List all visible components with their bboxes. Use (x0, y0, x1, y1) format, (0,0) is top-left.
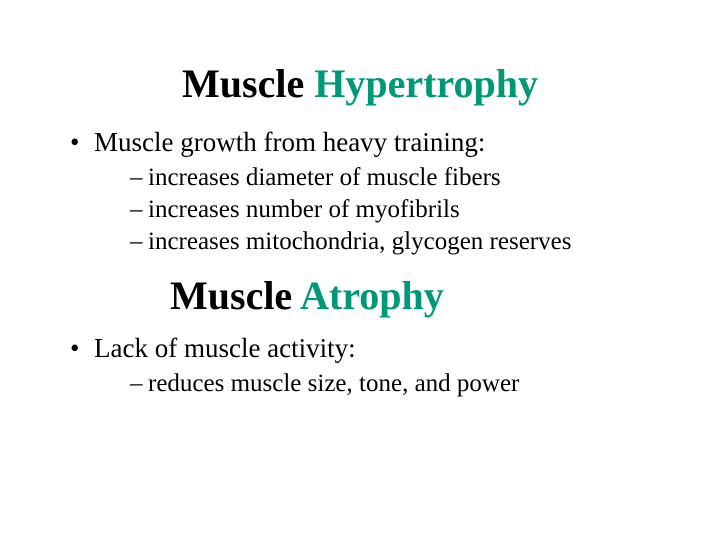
sub-list-1: increases diameter of muscle fibers incr… (94, 164, 680, 256)
bullet-list-2: Lack of muscle activity: reduces muscle … (40, 333, 680, 398)
title-text-green: Hypertrophy (314, 61, 538, 106)
sub-item: increases diameter of muscle fibers (130, 164, 680, 192)
bullet-list-1: Muscle growth from heavy training: incre… (40, 127, 680, 256)
sub-item: increases mitochondria, glycogen reserve… (130, 228, 680, 256)
sub-item: increases number of myofibrils (130, 196, 680, 224)
sub-text: increases mitochondria, glycogen reserve… (148, 228, 571, 255)
sub-text: increases diameter of muscle fibers (148, 164, 501, 191)
title-hypertrophy: Muscle Hypertrophy (40, 60, 680, 107)
title-text-green: Atrophy (300, 273, 444, 318)
bullet-text: Muscle growth from heavy training: (94, 127, 485, 157)
sub-text: increases number of myofibrils (148, 196, 460, 223)
sub-text: reduces muscle size, tone, and power (148, 370, 519, 397)
bullet-item: Muscle growth from heavy training: incre… (70, 127, 680, 256)
bullet-item: Lack of muscle activity: reduces muscle … (70, 333, 680, 398)
title-atrophy: Muscle Atrophy (40, 272, 680, 319)
title-text-black: Muscle (182, 61, 314, 106)
sub-list-2: reduces muscle size, tone, and power (94, 370, 680, 398)
bullet-text: Lack of muscle activity: (94, 333, 356, 363)
sub-item: reduces muscle size, tone, and power (130, 370, 680, 398)
title-text-black: Muscle (170, 273, 300, 318)
